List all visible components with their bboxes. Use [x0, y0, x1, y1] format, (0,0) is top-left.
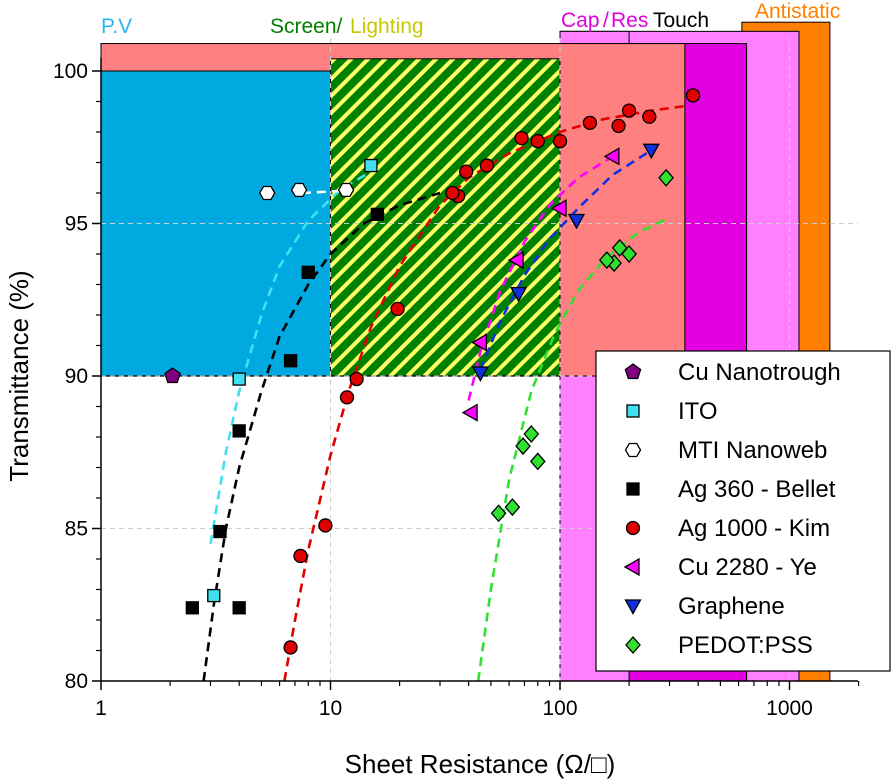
fit-line-cu-2280-ye [467, 155, 614, 401]
point-ag-1000-kim-3 [611, 118, 626, 134]
region-label-screen: Screen/ [270, 15, 343, 38]
point-mti-nanoweb-1 [290, 182, 308, 198]
legend-label-ag360-bellet: Ag 360 - Bellet [678, 476, 836, 503]
legend-label-ag1000-kim: Ag 1000 - Kim [678, 515, 830, 542]
point-cu-2280-ye-3 [471, 333, 488, 352]
point-ito-2 [207, 588, 221, 603]
legend: Cu Nanotrough ITO MTI Nanoweb Ag 360 - B… [595, 350, 891, 672]
legend-marker-cu-nanotrough [624, 363, 642, 380]
point-ag-360-bellet-4 [213, 524, 227, 539]
point-ag-1000-kim-13 [349, 371, 364, 387]
point-ag-1000-kim-8 [479, 158, 494, 173]
y-tick-label-85: 85 [65, 518, 88, 541]
x-tick-label-1000: 1000 [766, 697, 813, 720]
point-pedot-pss-6 [529, 452, 546, 471]
point-ag-1000-kim-12 [390, 301, 405, 317]
point-graphene-0 [642, 143, 660, 160]
point-pedot-pss-8 [504, 498, 521, 517]
point-graphene-1 [567, 213, 586, 230]
point-graphene-2 [509, 286, 528, 303]
region-label-lighting: Lighting [350, 15, 424, 38]
x-tick-label-100: 100 [542, 697, 577, 720]
region-label-touch: Touch [653, 9, 709, 32]
region-label-cap: Cap [561, 9, 600, 32]
point-ag-1000-kim-4 [582, 115, 598, 130]
point-ag-360-bellet-0 [370, 207, 384, 222]
axes-layer: 1 10 100 1000 80 85 90 95 100 [53, 58, 860, 720]
point-cu-2280-ye-1 [550, 199, 567, 218]
x-tick-label-10: 10 [319, 697, 342, 720]
point-pedot-pss-4 [598, 251, 615, 270]
point-ag-1000-kim-15 [318, 518, 333, 533]
legend-label-cu-nanotrough: Cu Nanotrough [678, 359, 841, 386]
point-ag-360-bellet-1 [301, 265, 315, 279]
y-tick-label-100: 100 [53, 60, 88, 83]
legend-marker-ag-1000-kim [625, 520, 641, 536]
point-ito-1 [232, 372, 246, 386]
point-cu-2280-ye-0 [603, 147, 620, 166]
fit-line-graphene [479, 149, 652, 371]
point-pedot-pss-2 [611, 238, 628, 257]
x-tick-label-1: 1 [95, 697, 107, 720]
region-label-pv: P.V [101, 15, 132, 38]
data-points-layer [164, 88, 701, 655]
point-ag-1000-kim-1 [642, 109, 657, 124]
legend-marker-ito [626, 404, 640, 418]
point-mti-nanoweb-0 [258, 185, 276, 201]
legend-label-graphene: Graphene [678, 593, 785, 620]
legend-marker-cu-2280-ye [623, 557, 640, 577]
legend-marker-graphene [624, 599, 642, 615]
point-pedot-pss-7 [515, 437, 531, 456]
point-ag-360-bellet-6 [232, 601, 246, 615]
point-ag-1000-kim-17 [283, 640, 298, 655]
fit-line-ag-360-bellet [202, 191, 441, 682]
region-label-antistatic: Antistatic [755, 0, 840, 23]
y-tick-label-80: 80 [65, 670, 88, 693]
legend-label-mti-nanoweb: MTI Nanoweb [678, 437, 827, 464]
legend-label-pedot-pss: PEDOT:PSS [678, 632, 813, 659]
region-label-res: Res [611, 9, 648, 32]
point-ag-360-bellet-5 [185, 601, 199, 615]
legend-label-cu2280-ye: Cu 2280 - Ye [678, 554, 817, 581]
y-axis-title: Transmittance (%) [4, 270, 34, 481]
point-ag-1000-kim-16 [293, 548, 308, 564]
region-label-slash: / [603, 9, 609, 32]
point-ag-360-bellet-3 [232, 424, 246, 438]
point-ag-1000-kim-2 [621, 103, 637, 118]
point-cu-2280-ye-4 [461, 403, 478, 422]
legend-marker-ag-360-bellet [626, 482, 640, 496]
legend-marker-pedot-pss [625, 636, 641, 654]
point-cu-2280-ye-2 [507, 250, 524, 270]
point-ag-1000-kim-6 [530, 133, 545, 149]
region-hatched [330, 58, 561, 377]
point-graphene-3 [471, 366, 490, 382]
fit-line-ito [209, 170, 372, 545]
region-labels: P.V Screen/ Lighting Cap / Res Touch Ant… [101, 0, 840, 38]
point-ag-1000-kim-5 [552, 133, 568, 149]
point-ag-360-bellet-2 [283, 354, 298, 368]
y-tick-label-95: 95 [65, 213, 88, 236]
region-pv [100, 70, 331, 377]
point-ag-1000-kim-7 [514, 130, 529, 146]
point-pedot-pss-0 [658, 168, 674, 187]
legend-markers [623, 363, 642, 654]
point-ag-1000-kim-9 [458, 164, 474, 179]
point-pedot-pss-9 [490, 504, 507, 523]
point-cu-nanotrough-0 [164, 367, 181, 384]
y-tick-label-90: 90 [65, 365, 88, 388]
x-axis-title: Sheet Resistance (Ω/□) [345, 749, 616, 779]
point-ag-1000-kim-14 [339, 390, 355, 405]
point-ag-1000-kim-11 [445, 185, 460, 201]
legend-marker-mti-nanoweb [624, 442, 642, 458]
legend-label-ito: ITO [678, 398, 718, 425]
point-mti-nanoweb-2 [337, 182, 355, 198]
point-ag-1000-kim-0 [685, 88, 701, 103]
point-ito-0 [364, 158, 378, 173]
legend-box [595, 350, 891, 672]
point-pedot-pss-5 [523, 425, 540, 443]
